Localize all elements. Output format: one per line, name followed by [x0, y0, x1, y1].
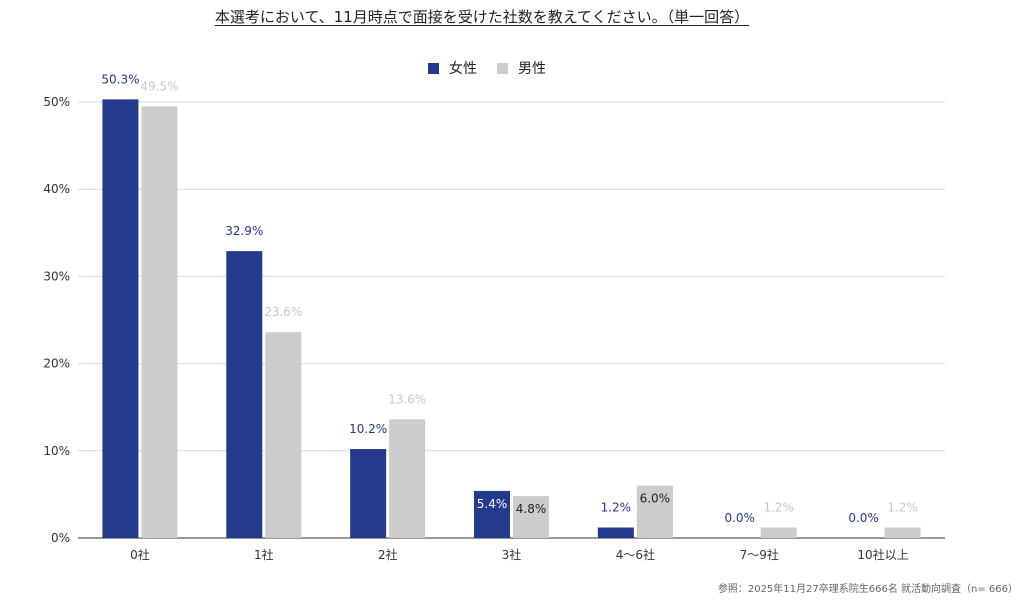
bar-female — [102, 99, 139, 538]
y-tick-label: 20% — [43, 357, 70, 371]
bar-male — [636, 485, 673, 538]
data-label-male: 6.0% — [640, 492, 671, 506]
x-tick-label: 0社 — [130, 547, 150, 562]
bar-male — [141, 106, 178, 539]
legend: 女性 男性 — [428, 58, 566, 78]
data-label-male: 23.6% — [264, 305, 302, 319]
data-label-female: 0.0% — [848, 511, 879, 525]
y-tick-label: 10% — [43, 444, 70, 458]
x-tick-label: 3社 — [502, 547, 522, 562]
x-tick-label: 7〜9社 — [740, 547, 779, 562]
y-tick-label: 30% — [43, 269, 70, 283]
bar-female — [597, 527, 634, 538]
x-tick-label: 2社 — [378, 547, 398, 562]
data-label-female: 0.0% — [724, 511, 755, 525]
data-label-male: 1.2% — [887, 501, 918, 515]
legend-item-male: 男性 — [497, 58, 546, 78]
data-label-male: 1.2% — [763, 501, 794, 515]
source-note: 参照：2025年11月27卒理系院生666名 就活動向調査（n= 666） — [717, 584, 1018, 595]
bar-male — [513, 496, 549, 538]
bar-male — [760, 527, 797, 538]
data-label-female: 32.9% — [225, 224, 263, 238]
bar-female — [474, 490, 510, 538]
legend-swatch-male — [497, 62, 508, 74]
data-label-female: 50.3% — [101, 72, 139, 86]
data-label-female: 5.4% — [477, 497, 508, 511]
data-label-female: 1.2% — [601, 501, 632, 515]
data-label-male: 4.8% — [516, 502, 547, 516]
y-tick-label: 0% — [51, 531, 70, 545]
legend-item-female: 女性 — [428, 58, 477, 78]
legend-label-male: 男性 — [518, 61, 546, 77]
data-label-male: 49.5% — [140, 79, 178, 93]
y-tick-label: 50% — [43, 95, 70, 109]
chart-title: 本選考において、11月時点で面接を受けた社数を教えてください。（単一回答） — [214, 8, 750, 26]
legend-swatch-female — [428, 62, 439, 74]
bar-female — [350, 449, 387, 538]
y-tick-label: 40% — [43, 182, 70, 196]
x-tick-label: 4〜6社 — [616, 547, 655, 562]
data-label-male: 13.6% — [388, 392, 426, 406]
bar-male — [884, 527, 921, 538]
x-tick-label: 10社以上 — [857, 547, 908, 562]
bar-male — [389, 419, 426, 538]
x-tick-label: 1社 — [254, 547, 274, 562]
legend-label-female: 女性 — [449, 61, 477, 77]
data-label-female: 10.2% — [349, 422, 387, 436]
bar-male — [265, 332, 302, 538]
bar-female — [226, 251, 263, 538]
